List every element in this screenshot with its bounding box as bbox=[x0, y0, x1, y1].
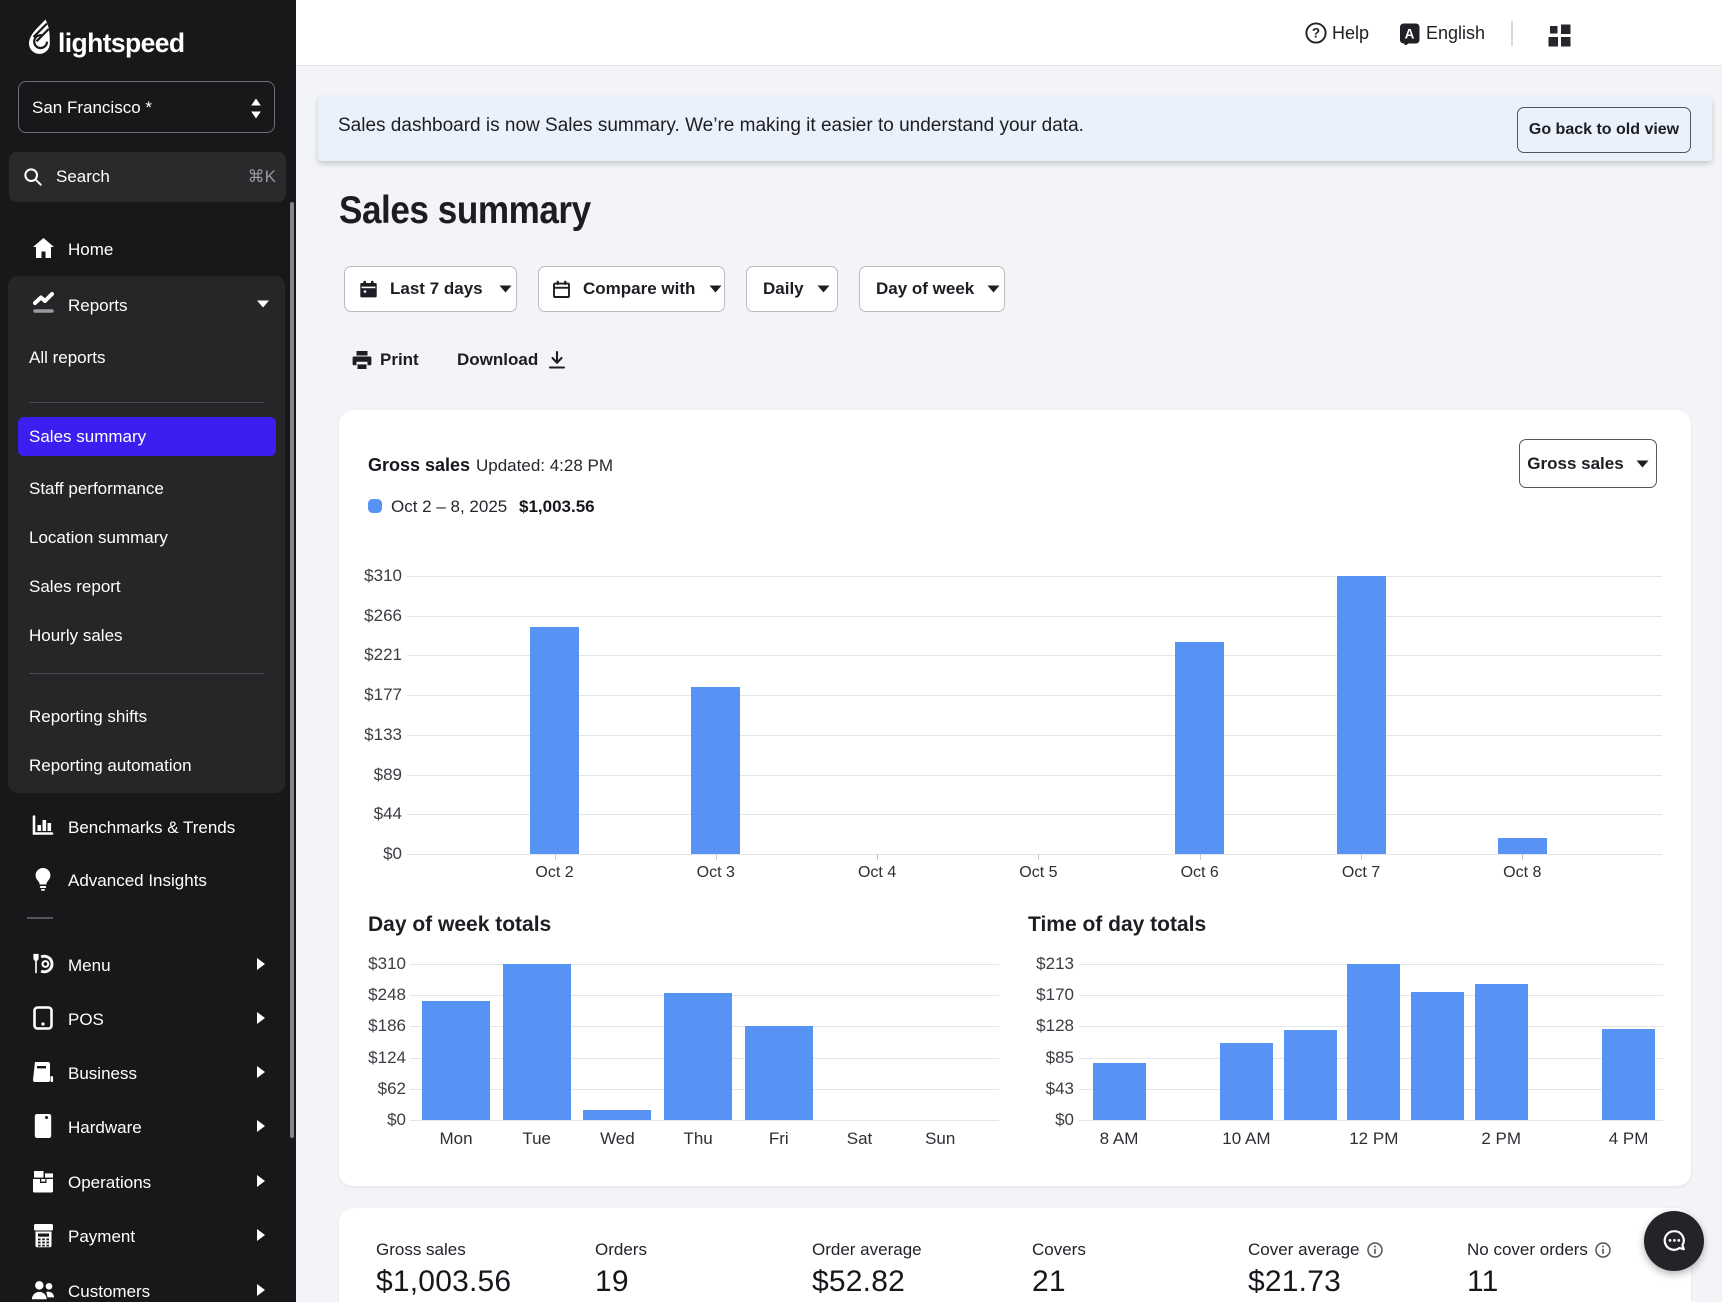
svg-text:lightspeed: lightspeed bbox=[58, 28, 185, 58]
svg-text:A: A bbox=[1405, 26, 1415, 41]
svg-text:?: ? bbox=[1312, 26, 1320, 41]
